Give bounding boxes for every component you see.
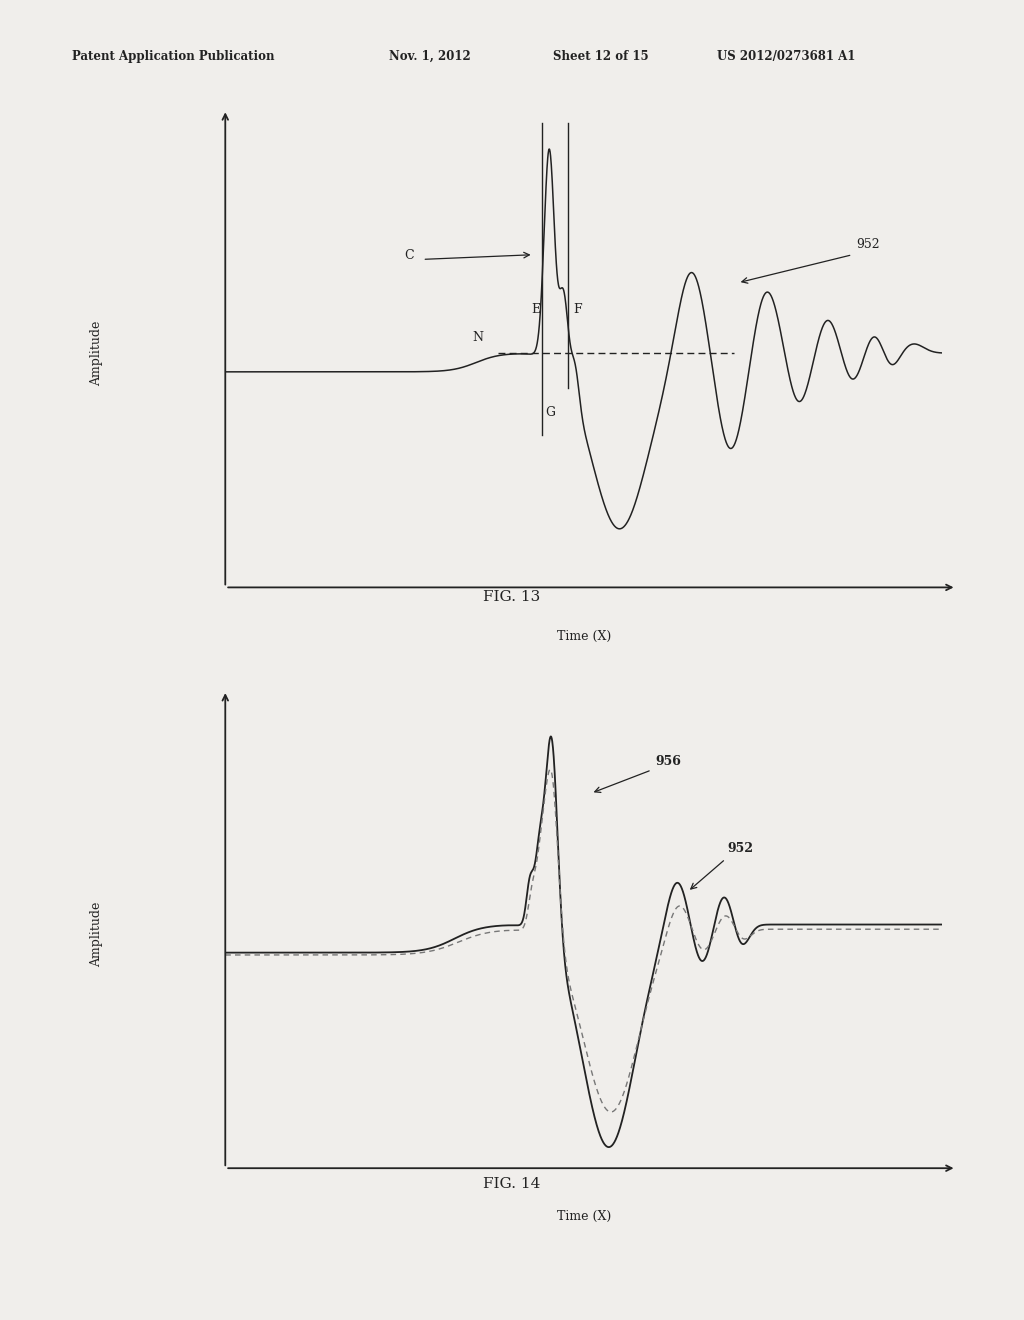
- Text: Nov. 1, 2012: Nov. 1, 2012: [389, 50, 471, 63]
- Text: Sheet 12 of 15: Sheet 12 of 15: [553, 50, 648, 63]
- Text: Patent Application Publication: Patent Application Publication: [72, 50, 274, 63]
- Text: Amplitude: Amplitude: [90, 902, 102, 966]
- Text: Time (X): Time (X): [557, 630, 610, 643]
- Text: FIG. 13: FIG. 13: [483, 590, 541, 603]
- Text: FIG. 14: FIG. 14: [483, 1177, 541, 1191]
- Text: Time (X): Time (X): [557, 1210, 610, 1224]
- Text: Amplitude: Amplitude: [90, 321, 102, 385]
- Text: US 2012/0273681 A1: US 2012/0273681 A1: [717, 50, 855, 63]
- Text: F: F: [573, 304, 583, 317]
- Text: C: C: [404, 249, 414, 263]
- Text: 952: 952: [856, 238, 880, 251]
- Text: G: G: [546, 407, 556, 420]
- Text: N: N: [473, 331, 483, 345]
- Text: E: E: [531, 304, 541, 317]
- Text: 956: 956: [655, 755, 681, 768]
- Text: 952: 952: [727, 842, 753, 855]
